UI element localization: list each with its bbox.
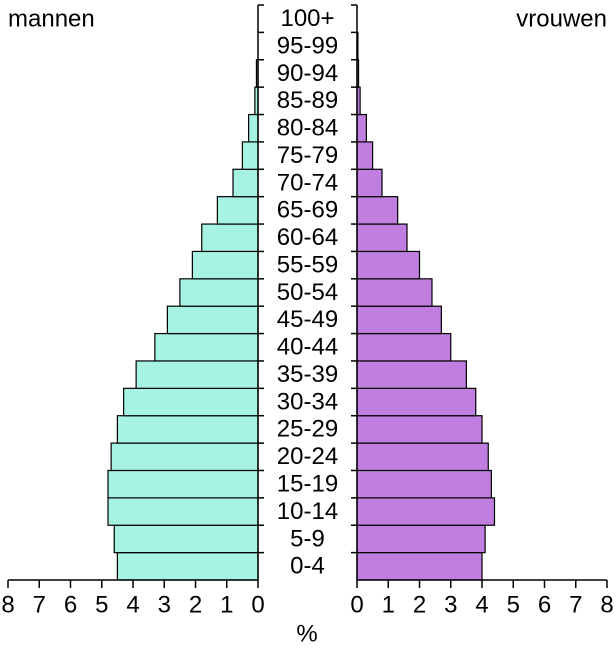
x-axis-label: %	[296, 620, 317, 647]
age-group-label: 65-69	[277, 197, 338, 224]
bar	[356, 196, 399, 225]
bar	[356, 497, 496, 526]
bar	[107, 497, 259, 526]
age-group-label: 5-9	[290, 525, 325, 552]
age-group-label: 95-99	[277, 32, 338, 59]
age-group-label: 70-74	[277, 169, 338, 196]
bar	[248, 113, 259, 143]
age-group-label: 45-49	[277, 306, 338, 333]
x-tick-label: 5	[95, 591, 108, 618]
bar	[356, 223, 408, 253]
bar	[179, 278, 259, 307]
age-group-label: 20-24	[277, 443, 338, 470]
bar	[356, 250, 421, 280]
age-group-label: 85-89	[277, 87, 338, 114]
bar	[356, 552, 483, 581]
age-group-label: 10-14	[277, 498, 338, 525]
bar	[356, 524, 486, 554]
bar	[166, 305, 259, 335]
age-group-label: 75-79	[277, 142, 338, 169]
x-tick-label: 8	[600, 591, 613, 618]
age-group-label: 40-44	[277, 334, 338, 361]
bar	[113, 524, 259, 554]
x-tick-label: 2	[189, 591, 202, 618]
bar	[356, 168, 383, 198]
bar	[356, 360, 467, 389]
legend-left: mannen	[8, 5, 95, 32]
age-group-label: 60-64	[277, 224, 338, 251]
x-tick-label: 1	[220, 591, 233, 618]
x-tick-label: 0	[251, 591, 264, 618]
bar	[356, 442, 489, 472]
x-tick-label: 2	[413, 591, 426, 618]
age-group-label: 50-54	[277, 279, 338, 306]
bar	[356, 305, 442, 335]
bar	[116, 415, 259, 444]
x-tick-label: 6	[64, 591, 77, 618]
bar	[232, 168, 259, 198]
x-tick-label: 4	[126, 591, 139, 618]
x-tick-label: 6	[538, 591, 551, 618]
x-tick-label: 0	[350, 591, 363, 618]
x-tick-label: 5	[507, 591, 520, 618]
bar	[356, 278, 433, 307]
bar	[191, 250, 259, 280]
bar	[216, 196, 259, 225]
age-group-label: 30-34	[277, 388, 338, 415]
bar	[135, 360, 259, 389]
legend-right: vrouwen	[516, 5, 607, 32]
bar	[356, 387, 477, 417]
age-group-label: 100+	[280, 5, 334, 32]
bar	[356, 469, 492, 499]
bar	[356, 415, 483, 444]
bar	[356, 141, 374, 170]
x-tick-label: 7	[569, 591, 582, 618]
bar	[123, 387, 259, 417]
bar	[107, 469, 259, 499]
bar	[201, 223, 259, 253]
age-group-label: 25-29	[277, 416, 338, 443]
age-group-label: 80-84	[277, 115, 338, 142]
age-group-label: 55-59	[277, 251, 338, 278]
age-group-label: 0-4	[290, 553, 325, 580]
x-tick-label: 3	[444, 591, 457, 618]
age-group-label: 35-39	[277, 361, 338, 388]
bar	[356, 332, 452, 362]
bar	[356, 113, 367, 143]
bar	[110, 442, 259, 472]
x-tick-label: 3	[158, 591, 171, 618]
x-tick-label: 7	[33, 591, 46, 618]
x-tick-label: 4	[475, 591, 488, 618]
bar	[241, 141, 259, 170]
x-tick-label: 1	[382, 591, 395, 618]
bar	[154, 332, 259, 362]
bar	[116, 552, 259, 581]
age-group-label: 90-94	[277, 60, 338, 87]
age-group-label: 15-19	[277, 471, 338, 498]
x-tick-label: 8	[1, 591, 14, 618]
